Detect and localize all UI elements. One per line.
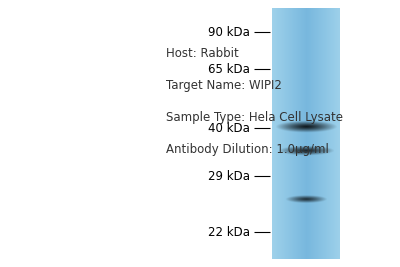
- Text: Sample Type: Hela Cell Lysate: Sample Type: Hela Cell Lysate: [166, 111, 343, 124]
- Text: 90 kDa: 90 kDa: [208, 26, 250, 38]
- Text: Antibody Dilution: 1.0μg/ml: Antibody Dilution: 1.0μg/ml: [166, 143, 329, 156]
- Text: 29 kDa: 29 kDa: [208, 170, 250, 183]
- Text: Target Name: WIPI2: Target Name: WIPI2: [166, 79, 282, 92]
- Text: 22 kDa: 22 kDa: [208, 226, 250, 239]
- Text: Host: Rabbit: Host: Rabbit: [166, 47, 239, 60]
- Text: 40 kDa: 40 kDa: [208, 122, 250, 135]
- Text: 65 kDa: 65 kDa: [208, 63, 250, 76]
